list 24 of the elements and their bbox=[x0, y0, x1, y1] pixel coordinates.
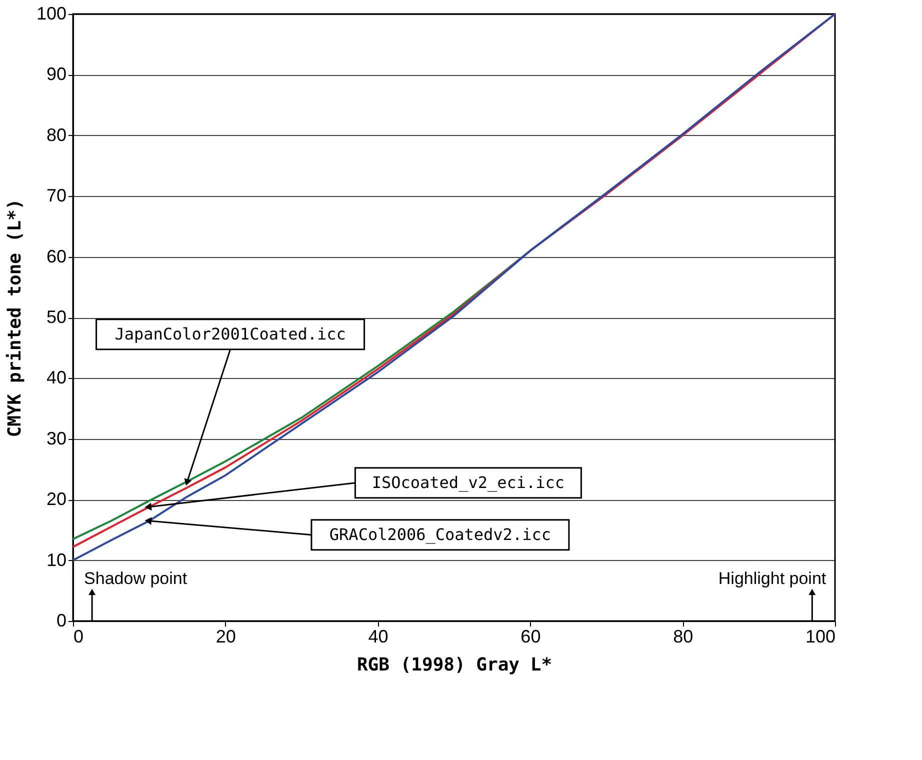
annotation: Highlight point bbox=[718, 569, 826, 588]
y-tick-label: 80 bbox=[46, 124, 66, 145]
y-axis-title: CMYK printed tone (L*) bbox=[4, 198, 26, 438]
y-tick-label: 30 bbox=[46, 428, 66, 448]
x-tick-label: 0 bbox=[74, 626, 84, 646]
y-tick-label: 70 bbox=[46, 186, 66, 206]
text: JapanColor2001Coated.icc bbox=[114, 324, 346, 344]
y-tick-label: 40 bbox=[46, 368, 66, 388]
y-tick-label: 60 bbox=[46, 246, 66, 266]
x-tick-label: 100 bbox=[805, 626, 836, 646]
y-tick-label: 0 bbox=[56, 610, 66, 630]
x-tick-label: 40 bbox=[368, 626, 388, 646]
text: ISOcoated_v2_eci.icc bbox=[372, 472, 565, 492]
y-tick-label: 100 bbox=[36, 4, 66, 24]
x-tick-label: 20 bbox=[216, 626, 236, 646]
x-tick-label: 60 bbox=[520, 626, 541, 646]
x-tick-label: 80 bbox=[673, 626, 694, 646]
x-axis-title: RGB (1998) Gray L* bbox=[356, 654, 552, 676]
y-tick-label: 10 bbox=[46, 550, 66, 570]
y-tick-label: 50 bbox=[46, 307, 66, 327]
y-tick-label: 90 bbox=[46, 64, 66, 84]
text: GRACol2006_Coatedv2.icc bbox=[329, 524, 551, 544]
y-tick-label: 20 bbox=[46, 489, 66, 510]
annotation: Shadow point bbox=[84, 569, 188, 588]
